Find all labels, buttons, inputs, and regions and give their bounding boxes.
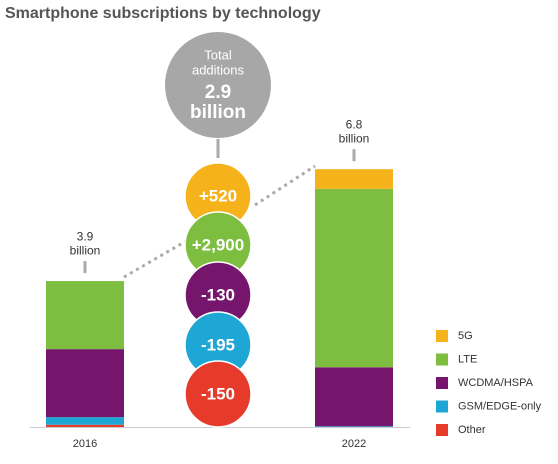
legend-swatch <box>436 400 448 413</box>
change-label: -130 <box>201 285 235 304</box>
chart-title: Smartphone subscriptions by technology <box>5 5 321 22</box>
bar-segment <box>315 367 393 427</box>
connector <box>254 164 316 207</box>
total-label: additions <box>192 62 245 77</box>
legend-label: GSM/EDGE-only <box>458 400 542 412</box>
legend-swatch <box>436 353 448 366</box>
connector <box>123 238 189 279</box>
legend-swatch <box>436 424 448 436</box>
legend-label: LTE <box>458 353 477 365</box>
legend-swatch <box>436 377 448 389</box>
bar-segment <box>46 417 124 425</box>
legend-label: 5G <box>458 330 473 342</box>
legend-label: WCDMA/HSPA <box>458 377 534 389</box>
x-tick-label: 2016 <box>73 438 97 450</box>
total-label: 6.8 <box>346 117 363 131</box>
total-value: 2.9 <box>205 82 231 103</box>
bar-segment <box>315 188 393 368</box>
bar-segment <box>315 169 393 189</box>
change-label: +520 <box>199 186 237 205</box>
change-label: +2,900 <box>192 235 244 254</box>
total-label: 3.9 <box>77 229 94 243</box>
legend-swatch <box>436 330 448 342</box>
total-circle <box>165 32 271 138</box>
bar-segment <box>46 349 124 418</box>
bar-segment <box>315 426 393 427</box>
legend-label: Other <box>458 424 486 436</box>
total-label: Total <box>204 47 232 62</box>
total-unit: billion <box>339 131 370 145</box>
total-unit: billion <box>190 102 246 123</box>
change-label: -150 <box>201 384 235 403</box>
change-circle <box>184 360 252 428</box>
total-unit: billion <box>70 243 101 257</box>
bar-segment <box>46 424 124 427</box>
change-label: -195 <box>201 335 235 354</box>
x-tick-label: 2022 <box>342 438 366 450</box>
bar-segment <box>46 281 124 350</box>
